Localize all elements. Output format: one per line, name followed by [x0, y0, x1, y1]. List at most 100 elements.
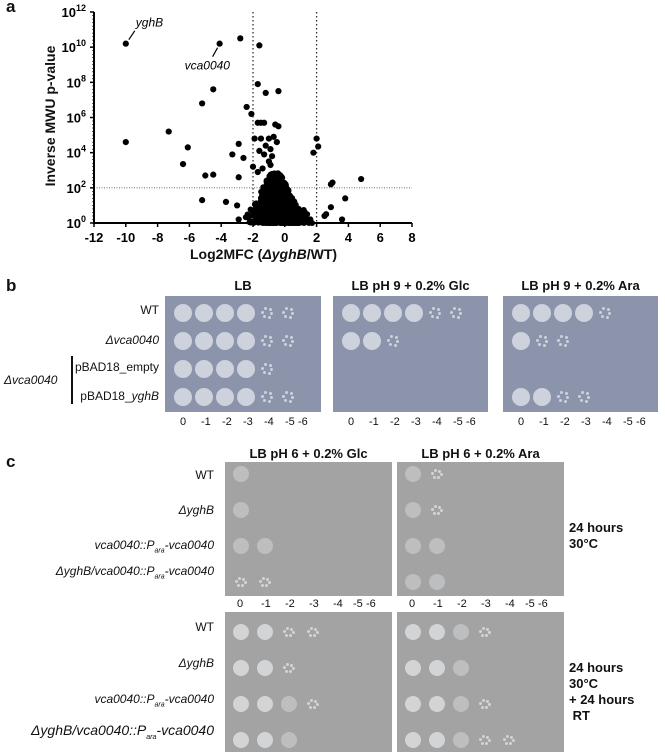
colony: [286, 626, 290, 630]
colony: [290, 663, 294, 667]
colony: [241, 584, 245, 588]
data-point: [254, 80, 261, 88]
colony: [428, 310, 432, 314]
colony: [309, 633, 313, 637]
colony: [289, 392, 293, 396]
colony: [267, 580, 271, 584]
colony-spot: [429, 732, 445, 748]
colony: [388, 343, 392, 347]
colony: [270, 395, 274, 399]
strain-label-dvca0040: Δvca0040: [105, 333, 159, 347]
volcano-plot: 100 102 104 106 108 1010 1012 -12 -10 -8 -6 -4 -2 0 2 4…: [62, 3, 416, 245]
data-point: [262, 142, 269, 149]
colony: [268, 392, 272, 396]
colony: [238, 576, 242, 580]
colony: [433, 475, 437, 479]
colony-spot: [174, 332, 192, 350]
colony-spot: [453, 732, 469, 748]
colony-spot: [233, 696, 249, 712]
colony: [314, 699, 318, 703]
data-point: [254, 213, 261, 220]
colony: [535, 338, 539, 342]
data-point: [216, 40, 223, 47]
colony-spot: [216, 360, 234, 378]
data-point: [199, 100, 206, 107]
colony-spot: [429, 624, 445, 640]
data-point: [282, 194, 289, 201]
colony: [434, 468, 438, 472]
colony: [313, 634, 317, 638]
colony-spot: [257, 732, 273, 748]
colony: [291, 630, 295, 634]
plate-lb-ph9-ara: [503, 296, 658, 412]
data-point: [282, 180, 289, 187]
colony: [543, 336, 547, 340]
colony-spot: [429, 696, 445, 712]
data-point: [262, 89, 269, 96]
colony-spot: [237, 304, 255, 322]
plate-lb-ph9-glc: [333, 296, 488, 412]
dilution-label: -4: [602, 416, 612, 428]
strain-label: ΔyghB/vca0040::Para-vca0040: [55, 564, 214, 581]
colony: [509, 742, 513, 746]
dilution-label: -6: [298, 416, 308, 428]
colony: [556, 394, 560, 398]
colony-spot: [174, 388, 192, 406]
data-point: [256, 147, 263, 155]
colony: [560, 334, 564, 338]
colony: [267, 371, 271, 375]
colony: [394, 336, 398, 340]
dilution-label: -5: [623, 416, 633, 428]
colony: [309, 705, 313, 709]
colony: [439, 508, 443, 512]
colony: [393, 343, 397, 347]
colony: [307, 629, 311, 633]
y-tick-label: 106: [67, 109, 86, 126]
colony: [242, 577, 246, 581]
dilution-labels-c: 0 -1 -2 -3 -4 -5 -6 0 -1 -2 -3 -4 -5 -6: [0, 598, 665, 612]
colony-spot: [384, 304, 402, 322]
data-point: [267, 161, 274, 169]
strain-label-wt: WT: [140, 303, 159, 317]
colony: [283, 665, 287, 669]
dilution-label: -3: [309, 598, 319, 610]
strain-label: WT: [195, 468, 214, 482]
data-point: [222, 198, 230, 205]
dilution-label: -5: [453, 416, 463, 428]
dilution-label: -2: [285, 598, 295, 610]
colony-spot: [405, 466, 421, 482]
colony: [437, 476, 441, 480]
colony: [511, 738, 515, 742]
data-point: [235, 140, 242, 147]
colony: [267, 343, 271, 347]
colony: [563, 343, 567, 347]
dilution-label: -1: [539, 416, 549, 428]
colony-spot: [257, 624, 273, 640]
data-point: [235, 174, 242, 181]
data-point: [253, 200, 260, 207]
dilution-label: -3: [481, 598, 491, 610]
colony: [542, 343, 546, 347]
data-point: [269, 216, 276, 223]
strain-label: vca0040::Para-vca0040: [94, 538, 214, 555]
colony: [577, 394, 581, 398]
colony: [235, 579, 239, 583]
colony: [270, 339, 274, 343]
colony-spot: [342, 332, 360, 350]
colony-spot: [195, 332, 213, 350]
data-point: [234, 202, 241, 209]
colony-spot: [453, 696, 469, 712]
colony: [434, 504, 438, 508]
strain-label-pbad18-yghb: pBAD18_yghB: [80, 389, 159, 403]
colony: [285, 390, 289, 394]
colony: [503, 737, 507, 741]
colony: [459, 311, 463, 315]
colony-spot: [405, 696, 421, 712]
panel-a-letter: a: [6, 0, 16, 16]
plate-title-lb-ph9-ara: LB pH 9 + 0.2% Ara: [521, 278, 640, 293]
colony: [585, 392, 589, 396]
data-point: [249, 163, 257, 170]
colony: [285, 633, 289, 637]
dilution-label: -5: [353, 598, 363, 610]
y-tick-label: 108: [67, 73, 86, 90]
